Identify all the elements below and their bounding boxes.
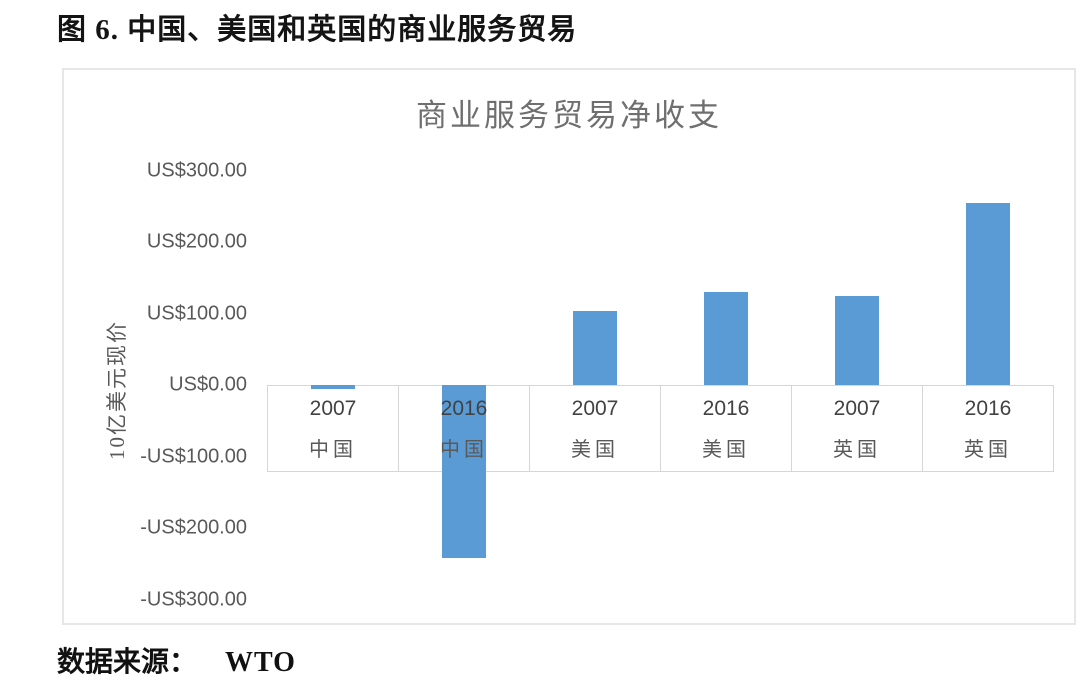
- y-axis-ticks: US$300.00 US$200.00 US$100.00 US$0.00 -US$10…: [64, 70, 1074, 623]
- bar-英国-2016: [966, 202, 1011, 385]
- category-country-label: 中国: [440, 439, 488, 461]
- category-year-label: 2007: [309, 397, 357, 420]
- bar-美国-2007: [572, 310, 617, 385]
- y-tick-label: US$100.00: [146, 302, 247, 324]
- y-tick-label: US$300.00: [146, 159, 247, 181]
- category-country-label: 美国: [571, 439, 619, 461]
- category-country-label: 中国: [309, 439, 357, 461]
- y-tick-label: -US$300.00: [140, 588, 247, 610]
- category-year-label: 2016: [702, 397, 750, 420]
- category-cell: 2007 美国: [530, 386, 661, 471]
- category-cell: 2007 英国: [792, 386, 923, 471]
- figure-title: 图 6. 中国、美国和英国的商业服务贸易: [57, 14, 578, 46]
- category-cell: 2016 英国: [923, 386, 1053, 471]
- plot-area: 2007 中国 2016 中国 2007 美国 2016 美国 2007 英国 2016 英国: [64, 70, 1074, 623]
- y-tick-label: -US$100.00: [140, 445, 247, 467]
- category-axis: 2007 中国 2016 中国 2007 美国 2016 美国 2007 英国 2016 英国: [267, 385, 1054, 472]
- category-year-label: 2016: [964, 397, 1012, 420]
- bar-中国-2016: [441, 385, 486, 559]
- category-cell: 2016 美国: [661, 386, 792, 471]
- source-label: 数据来源：: [57, 647, 198, 678]
- bar-英国-2007: [835, 296, 880, 385]
- category-year-label: 2007: [833, 397, 881, 420]
- y-tick-label: US$200.00: [146, 230, 247, 253]
- y-tick-label: US$0.00: [169, 373, 247, 396]
- y-tick-label: -US$200.00: [140, 516, 247, 539]
- bar-中国-2007: [310, 385, 355, 389]
- category-year-label: 2016: [440, 397, 488, 420]
- chart-title: 商业服务贸易净收支: [416, 98, 722, 133]
- category-country-label: 英国: [964, 439, 1012, 461]
- source-line: 数据来源： WTO: [57, 640, 296, 680]
- category-cell: 2007 中国: [268, 386, 399, 471]
- category-country-label: 美国: [702, 439, 750, 461]
- source-value: WTO: [225, 647, 296, 678]
- category-country-label: 英国: [833, 439, 881, 461]
- bar-美国-2016: [704, 292, 749, 385]
- category-year-label: 2007: [571, 397, 619, 420]
- category-cell: 2016 中国: [399, 386, 530, 471]
- chart-container: 商业服务贸易净收支 10亿美元现价 US$300.00 US$200.00 US$1…: [62, 68, 1076, 625]
